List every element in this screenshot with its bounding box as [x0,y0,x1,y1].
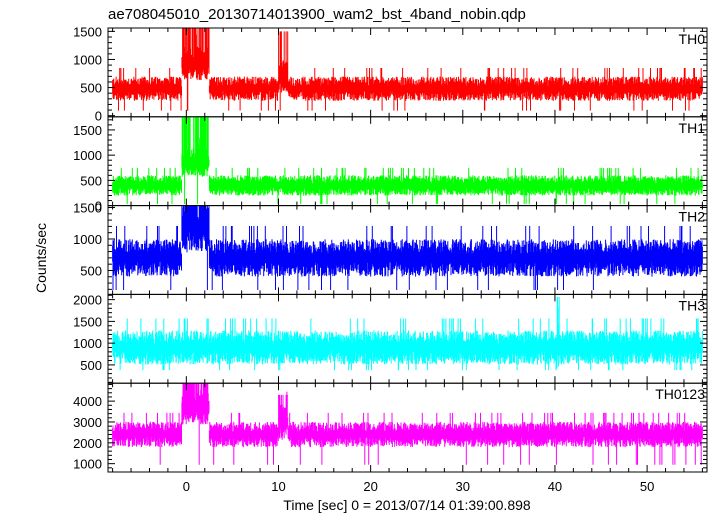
panel-label-th2: TH2 [679,209,706,225]
y-tick-label: 500 [80,81,102,96]
panel-label-th3: TH3 [679,297,706,313]
x-tick-label: 0 [183,479,190,494]
y-tick-label: 2000 [73,436,102,451]
y-tick-label: 0 [95,199,102,214]
x-tick-labels: 0 10 20 30 40 50 [183,479,655,494]
y-tick-label: 1000 [73,148,102,163]
y-tick-label: 500 [80,358,102,373]
y-tick-label: 4000 [73,394,102,409]
panel-label-th0123: TH0123 [655,386,705,402]
y-axis-label: Counts/sec [33,223,49,293]
panel-th2: 500 1000 1500 TH2 [73,200,708,295]
x-tick-label: 30 [456,479,470,494]
x-tick-label: 50 [640,479,654,494]
y-tick-label: 1500 [73,314,102,329]
series-line-th2 [112,205,703,290]
x-tick-label: 40 [548,479,562,494]
y-tick-label: 3000 [73,415,102,430]
x-tick-label: 10 [271,479,285,494]
panel-th0123: 1000 2000 3000 4000 TH0123 [73,382,708,473]
panel-label-th1: TH1 [679,120,706,136]
y-tick-label: 0 [95,109,102,124]
y-tick-label: 1000 [73,457,102,472]
chart-title: ae708045010_20130714013900_wam2_bst_4ban… [108,6,526,23]
y-tick-label: 1000 [73,52,102,67]
x-axis-label: Time [sec] 0 = 2013/07/14 01:39:00.898 [283,497,531,513]
y-tick-label: 1500 [73,123,102,138]
y-tick-label: 1500 [73,200,102,215]
panel-th0: 0 500 1000 1500 TH0 [73,24,708,124]
y-tick-label: 1500 [73,24,102,39]
panel-label-th0: TH0 [679,31,706,47]
y-tick-label: 1000 [73,336,102,351]
panel-th3: 500 1000 1500 2000 TH3 [73,293,708,384]
x-tick-label: 20 [363,479,377,494]
y-tick-label: 500 [80,173,102,188]
y-tick-label: 1000 [73,232,102,247]
series-line-th1 [112,116,703,205]
panel-th1: 0 500 1000 1500 TH1 [73,116,708,214]
series-line-th0 [112,28,703,111]
panels: 0 500 1000 1500 TH0 0 500 1000 1500 TH1 500 1000 150… [73,24,708,473]
series-line-th0123 [112,383,703,465]
series-line-th3 [112,297,703,371]
y-tick-label: 2000 [73,293,102,308]
y-tick-label: 500 [80,263,102,278]
